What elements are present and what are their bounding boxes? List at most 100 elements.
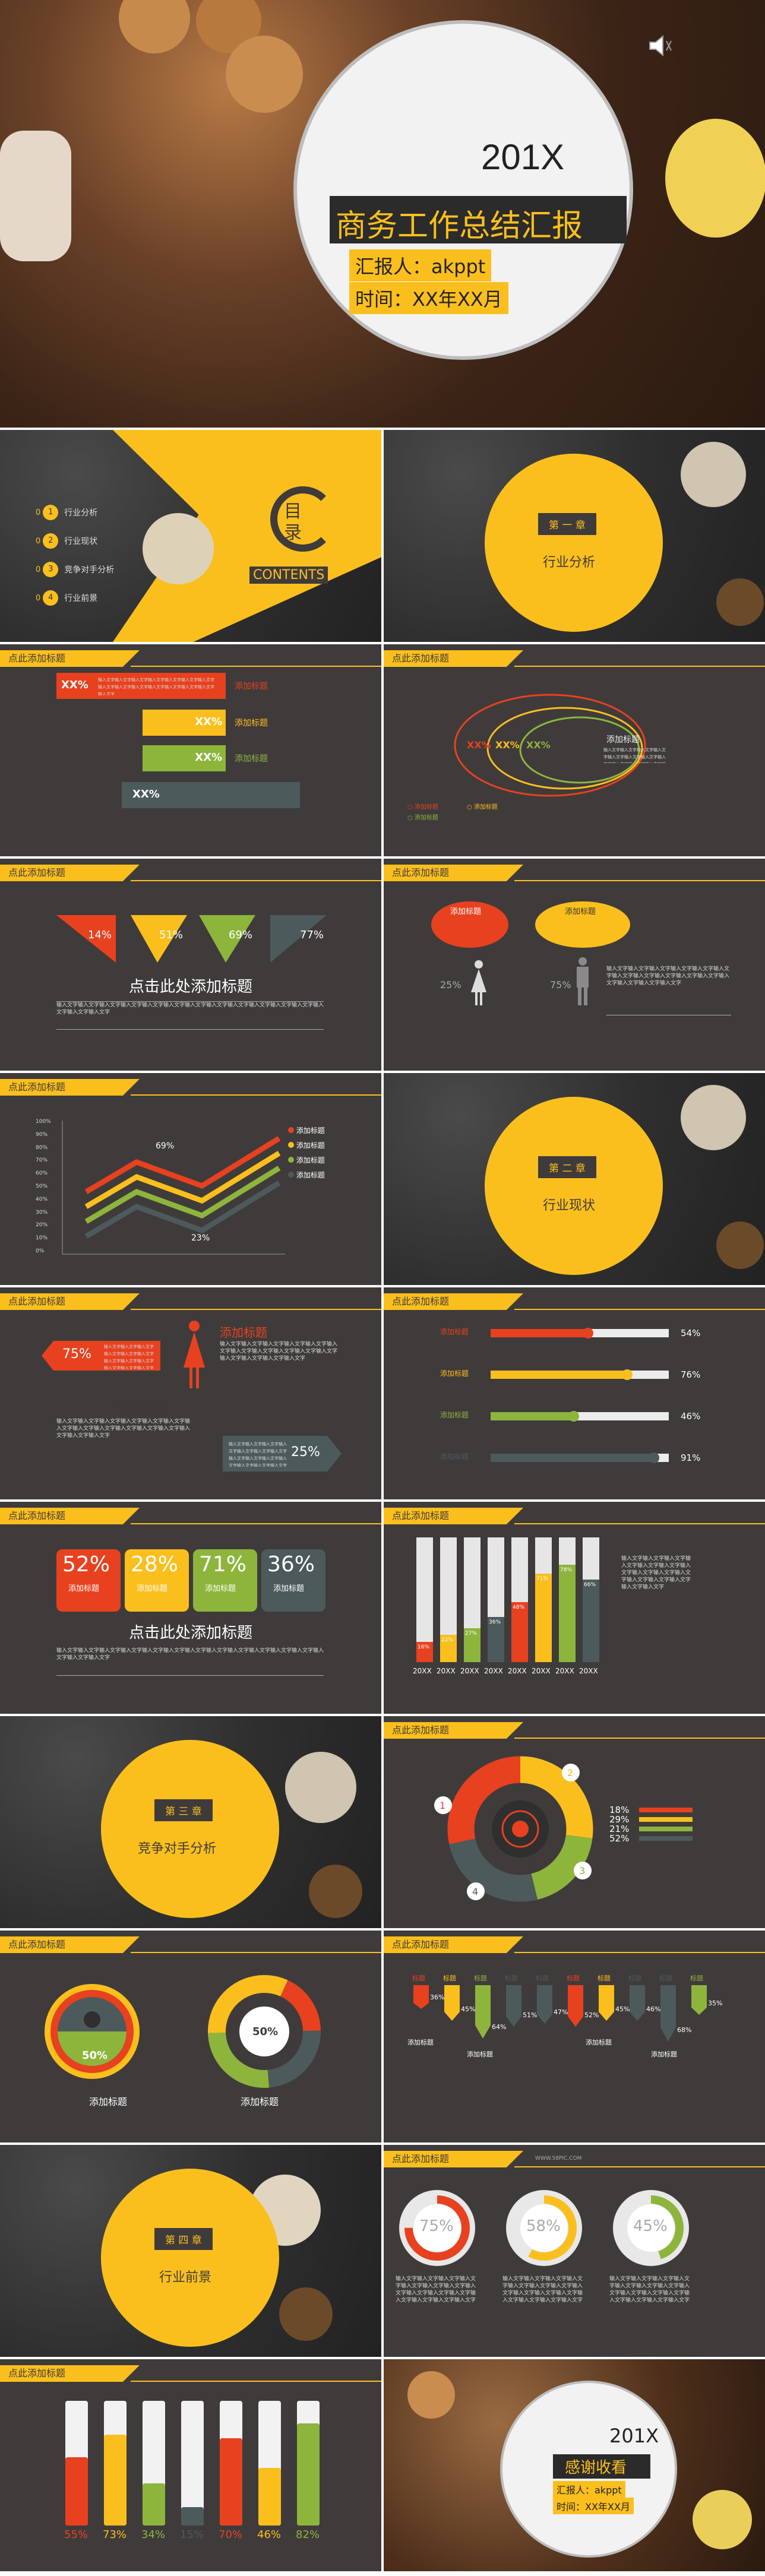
ellipse-label: XX% bbox=[495, 739, 520, 751]
y-tick: 50% bbox=[36, 1183, 48, 1189]
flag-value: 69% bbox=[229, 929, 253, 941]
line-chart-slide: 点此添加标题 100% 90% 80% 70% 60% 50% 40% 30% 20% 10% 0%… bbox=[0, 1073, 381, 1285]
arrow-title: 添加标题 bbox=[407, 2039, 434, 2046]
column-year: 20XX bbox=[579, 1667, 598, 1675]
cover-slide: 201X 商务工作总结汇报 汇报人：akppt 时间：XX年XX月 bbox=[0, 0, 765, 428]
contents-item[interactable]: 0044行业前景 bbox=[36, 584, 114, 612]
series-name: 添加标题 bbox=[296, 1156, 325, 1164]
arrow-title: 添加标题 bbox=[586, 2039, 612, 2046]
section-title: 点击此处添加标题 bbox=[128, 1624, 252, 1642]
contents-label: 行业分析 bbox=[64, 508, 98, 518]
arrow-bar bbox=[475, 1985, 491, 2039]
target-pct: 52% bbox=[609, 1833, 630, 1844]
y-tick: 30% bbox=[36, 1209, 48, 1216]
series-name: 添加标题 bbox=[296, 1171, 325, 1179]
progress-knob bbox=[622, 1369, 633, 1380]
contents-item[interactable]: 0033竞争对手分析 bbox=[36, 555, 114, 584]
ellipse-label: XX% bbox=[467, 739, 491, 751]
arrow-value: 45% bbox=[461, 2005, 476, 2013]
contents-item[interactable]: 0011行业分析 bbox=[36, 498, 114, 527]
arrow-label: 标题 bbox=[628, 1974, 641, 1982]
cover-title: 商务工作总结汇报 bbox=[336, 208, 583, 244]
chapter-3-slide: 第 三 章 竞争对手分析 bbox=[0, 1716, 381, 1928]
donut-label: 添加标题 bbox=[241, 2096, 279, 2107]
woman-title: 添加标题 bbox=[220, 1325, 267, 1340]
contents-title-2: 录 bbox=[284, 523, 302, 543]
columns-slide: 点此添加标题 16% 20XX 22% 20XX 27% 20XX 36% 20XX 48% 20… bbox=[384, 1502, 765, 1714]
section-body: 输入文字输入文字输入文字输入文字输入文字输入文字输入文字输入文字输入文字输入文字… bbox=[56, 1001, 324, 1030]
card-label: 添加标题 bbox=[205, 1584, 236, 1593]
column-bar bbox=[535, 1573, 552, 1662]
progress-label: 添加标题 bbox=[440, 1452, 469, 1461]
stat-card: 52% 添加标题 bbox=[56, 1549, 121, 1612]
chapter-name: 竞争对手分析 bbox=[138, 1841, 217, 1856]
chapter-1-slide: 第 一 章 行业分析 bbox=[384, 430, 765, 642]
card-value: 71% bbox=[199, 1552, 247, 1577]
chart-label: 69% bbox=[156, 1141, 175, 1151]
site-watermark: WWW.58PIC.COM bbox=[535, 2156, 582, 2162]
arrow-bar bbox=[506, 1985, 521, 2027]
column-bar bbox=[488, 1617, 504, 1662]
slide-tag: 点此添加标题 bbox=[0, 1293, 140, 1310]
woman-icon bbox=[470, 960, 488, 1007]
donut-value: 50% bbox=[252, 2026, 279, 2038]
arrow-bar bbox=[413, 1985, 429, 2009]
arrow-bar bbox=[568, 1985, 583, 2027]
chapter-4-slide: 第 四 章 行业前景 bbox=[0, 2145, 381, 2357]
progress-knob bbox=[583, 1328, 593, 1338]
slide-tag: 点此添加标题 bbox=[384, 1936, 523, 1953]
flags-slide: 点此添加标题 14% 51% 69% 77% 点击此处添加标题 输入文字输入文字… bbox=[0, 859, 381, 1071]
ellipse-title: 添加标题 bbox=[606, 735, 640, 745]
bar-value: XX% bbox=[61, 679, 88, 691]
donut-slide: 点此添加标题 50% 50% 添加标题 添加标题 bbox=[0, 1931, 381, 2143]
tube-value: 15% bbox=[180, 2528, 204, 2541]
bar-item: XX% bbox=[122, 782, 300, 808]
card-label: 添加标题 bbox=[273, 1584, 305, 1593]
rings-slide: 点此添加标题 WWW.58PIC.COM 75% 输入文字输入文字输入文字输入文字… bbox=[384, 2145, 765, 2357]
progress-label: 添加标题 bbox=[440, 1328, 469, 1336]
arrow-value: 36% bbox=[430, 1993, 445, 2001]
ellipse-graphic bbox=[454, 694, 646, 797]
tube-fill bbox=[65, 2457, 88, 2526]
chapter-name: 行业现状 bbox=[543, 1198, 596, 1213]
progress-fill bbox=[491, 1454, 653, 1462]
chapter-name: 行业前景 bbox=[159, 2270, 212, 2285]
target-pct: 21% bbox=[609, 1824, 630, 1834]
stat-card: 71% 添加标题 bbox=[193, 1549, 257, 1612]
column-year: 20XX bbox=[532, 1667, 551, 1675]
slide-tag: 点此添加标题 bbox=[0, 1936, 140, 1953]
bubble-percent: 75% bbox=[550, 979, 571, 990]
contents-item[interactable]: 0022行业现状 bbox=[36, 527, 114, 555]
y-tick: 60% bbox=[36, 1170, 48, 1177]
end-slide: 201X 感谢收看 汇报人：akppt 时间：XX年XX月 bbox=[384, 2359, 765, 2571]
slide-tag: 点此添加标题 bbox=[384, 650, 523, 667]
target-number: 3 bbox=[579, 1865, 586, 1876]
legend-item: 添加标题 bbox=[414, 804, 438, 811]
progress-value: 54% bbox=[681, 1328, 701, 1338]
ellipse-body: 输入文字输入文字输入文字输入文字输入文字输入文字输入文字输入文字输入文字输入文字… bbox=[603, 748, 666, 763]
man-body: 输入文字输入文字输入文字输入文字输入文字输入文字输入文字输入文字输入文字输入文字… bbox=[56, 1419, 191, 1439]
column-value: 36% bbox=[489, 1619, 501, 1626]
progress-label: 添加标题 bbox=[440, 1369, 469, 1378]
chart-label: 23% bbox=[191, 1233, 210, 1243]
slide-tag: 点此添加标题 bbox=[0, 1079, 140, 1096]
speaker-icon[interactable] bbox=[647, 33, 674, 59]
target-number: 4 bbox=[472, 1886, 479, 1897]
y-tick: 40% bbox=[36, 1196, 48, 1202]
contents-label: 行业前景 bbox=[64, 594, 98, 603]
end-year: 201X bbox=[609, 2425, 659, 2447]
progress-value: 91% bbox=[681, 1452, 701, 1463]
target-number: 1 bbox=[440, 1800, 446, 1811]
cover-title-bar bbox=[330, 196, 627, 243]
series-name: 添加标题 bbox=[296, 1126, 325, 1135]
column-bar bbox=[583, 1580, 599, 1662]
tube-track bbox=[181, 2401, 204, 2526]
column-bar bbox=[464, 1628, 481, 1662]
bar-label: 添加标题 bbox=[235, 682, 268, 691]
progress-fill bbox=[491, 1412, 573, 1420]
chapter-label: 第 二 章 bbox=[538, 1156, 596, 1178]
contents-title: 目 bbox=[284, 501, 302, 522]
contents-slide: 目 录 CONTENTS 0011行业分析 0022行业现状 0033竞争对手分… bbox=[0, 430, 381, 642]
column-track bbox=[416, 1537, 433, 1662]
donut-value: 50% bbox=[82, 2049, 108, 2062]
